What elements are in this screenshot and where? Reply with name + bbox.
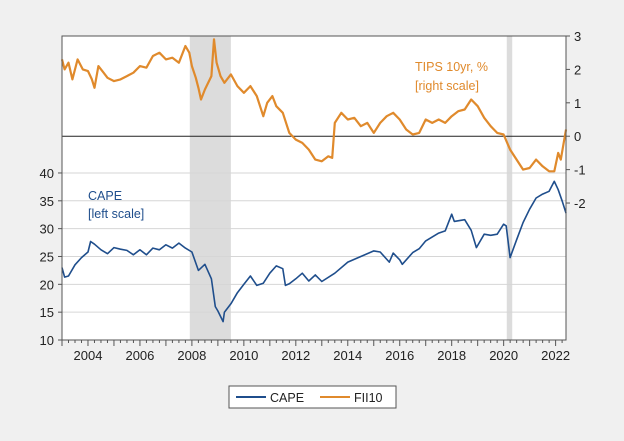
legend: CAPE FII10 bbox=[228, 385, 397, 409]
plot-frame bbox=[61, 35, 567, 341]
x-tick-label: 2020 bbox=[489, 348, 518, 363]
cape-annotation-line2: [left scale] bbox=[88, 207, 144, 221]
right-tick-label: -2 bbox=[574, 196, 586, 211]
series-lines bbox=[60, 38, 568, 323]
left-tick-label: 40 bbox=[40, 166, 54, 181]
x-tick-label: 2008 bbox=[177, 348, 206, 363]
right-tick-label: 1 bbox=[574, 96, 581, 111]
right-tick-label: 2 bbox=[574, 62, 581, 77]
x-tick-label: 2006 bbox=[125, 348, 154, 363]
legend-label-fii10: FII10 bbox=[354, 391, 383, 405]
tips-annotation-line1: TIPS 10yr, % bbox=[415, 60, 488, 74]
recession-shading bbox=[189, 36, 513, 340]
recession-band-1 bbox=[506, 36, 513, 340]
right-tick-label: 0 bbox=[574, 129, 581, 144]
left-tick-label: 15 bbox=[40, 305, 54, 320]
right-tick-label: -1 bbox=[574, 163, 586, 178]
left-tick-label: 25 bbox=[40, 249, 54, 264]
x-tick-label: 2012 bbox=[281, 348, 310, 363]
x-tick-label: 2010 bbox=[229, 348, 258, 363]
x-tick-label: 2022 bbox=[541, 348, 570, 363]
x-tick-label: 2016 bbox=[385, 348, 414, 363]
series-line-fii10 bbox=[60, 38, 568, 173]
left-tick-label: 10 bbox=[40, 333, 54, 348]
cape-annotation-line1: CAPE bbox=[88, 189, 122, 203]
legend-label-cape: CAPE bbox=[270, 391, 304, 405]
right-tick-label: 3 bbox=[574, 29, 581, 44]
x-tick-label: 2004 bbox=[74, 348, 103, 363]
left-tick-label: 20 bbox=[40, 277, 54, 292]
gridlines bbox=[62, 135, 566, 313]
plot-area bbox=[62, 36, 566, 340]
left-tick-label: 35 bbox=[40, 194, 54, 209]
series-line-cape bbox=[61, 180, 567, 323]
tips-annotation-line2: [right scale] bbox=[415, 79, 479, 93]
recession-band-0 bbox=[189, 36, 231, 340]
x-tick-label: 2018 bbox=[437, 348, 466, 363]
left-tick-label: 30 bbox=[40, 222, 54, 237]
x-tick-label: 2014 bbox=[333, 348, 362, 363]
